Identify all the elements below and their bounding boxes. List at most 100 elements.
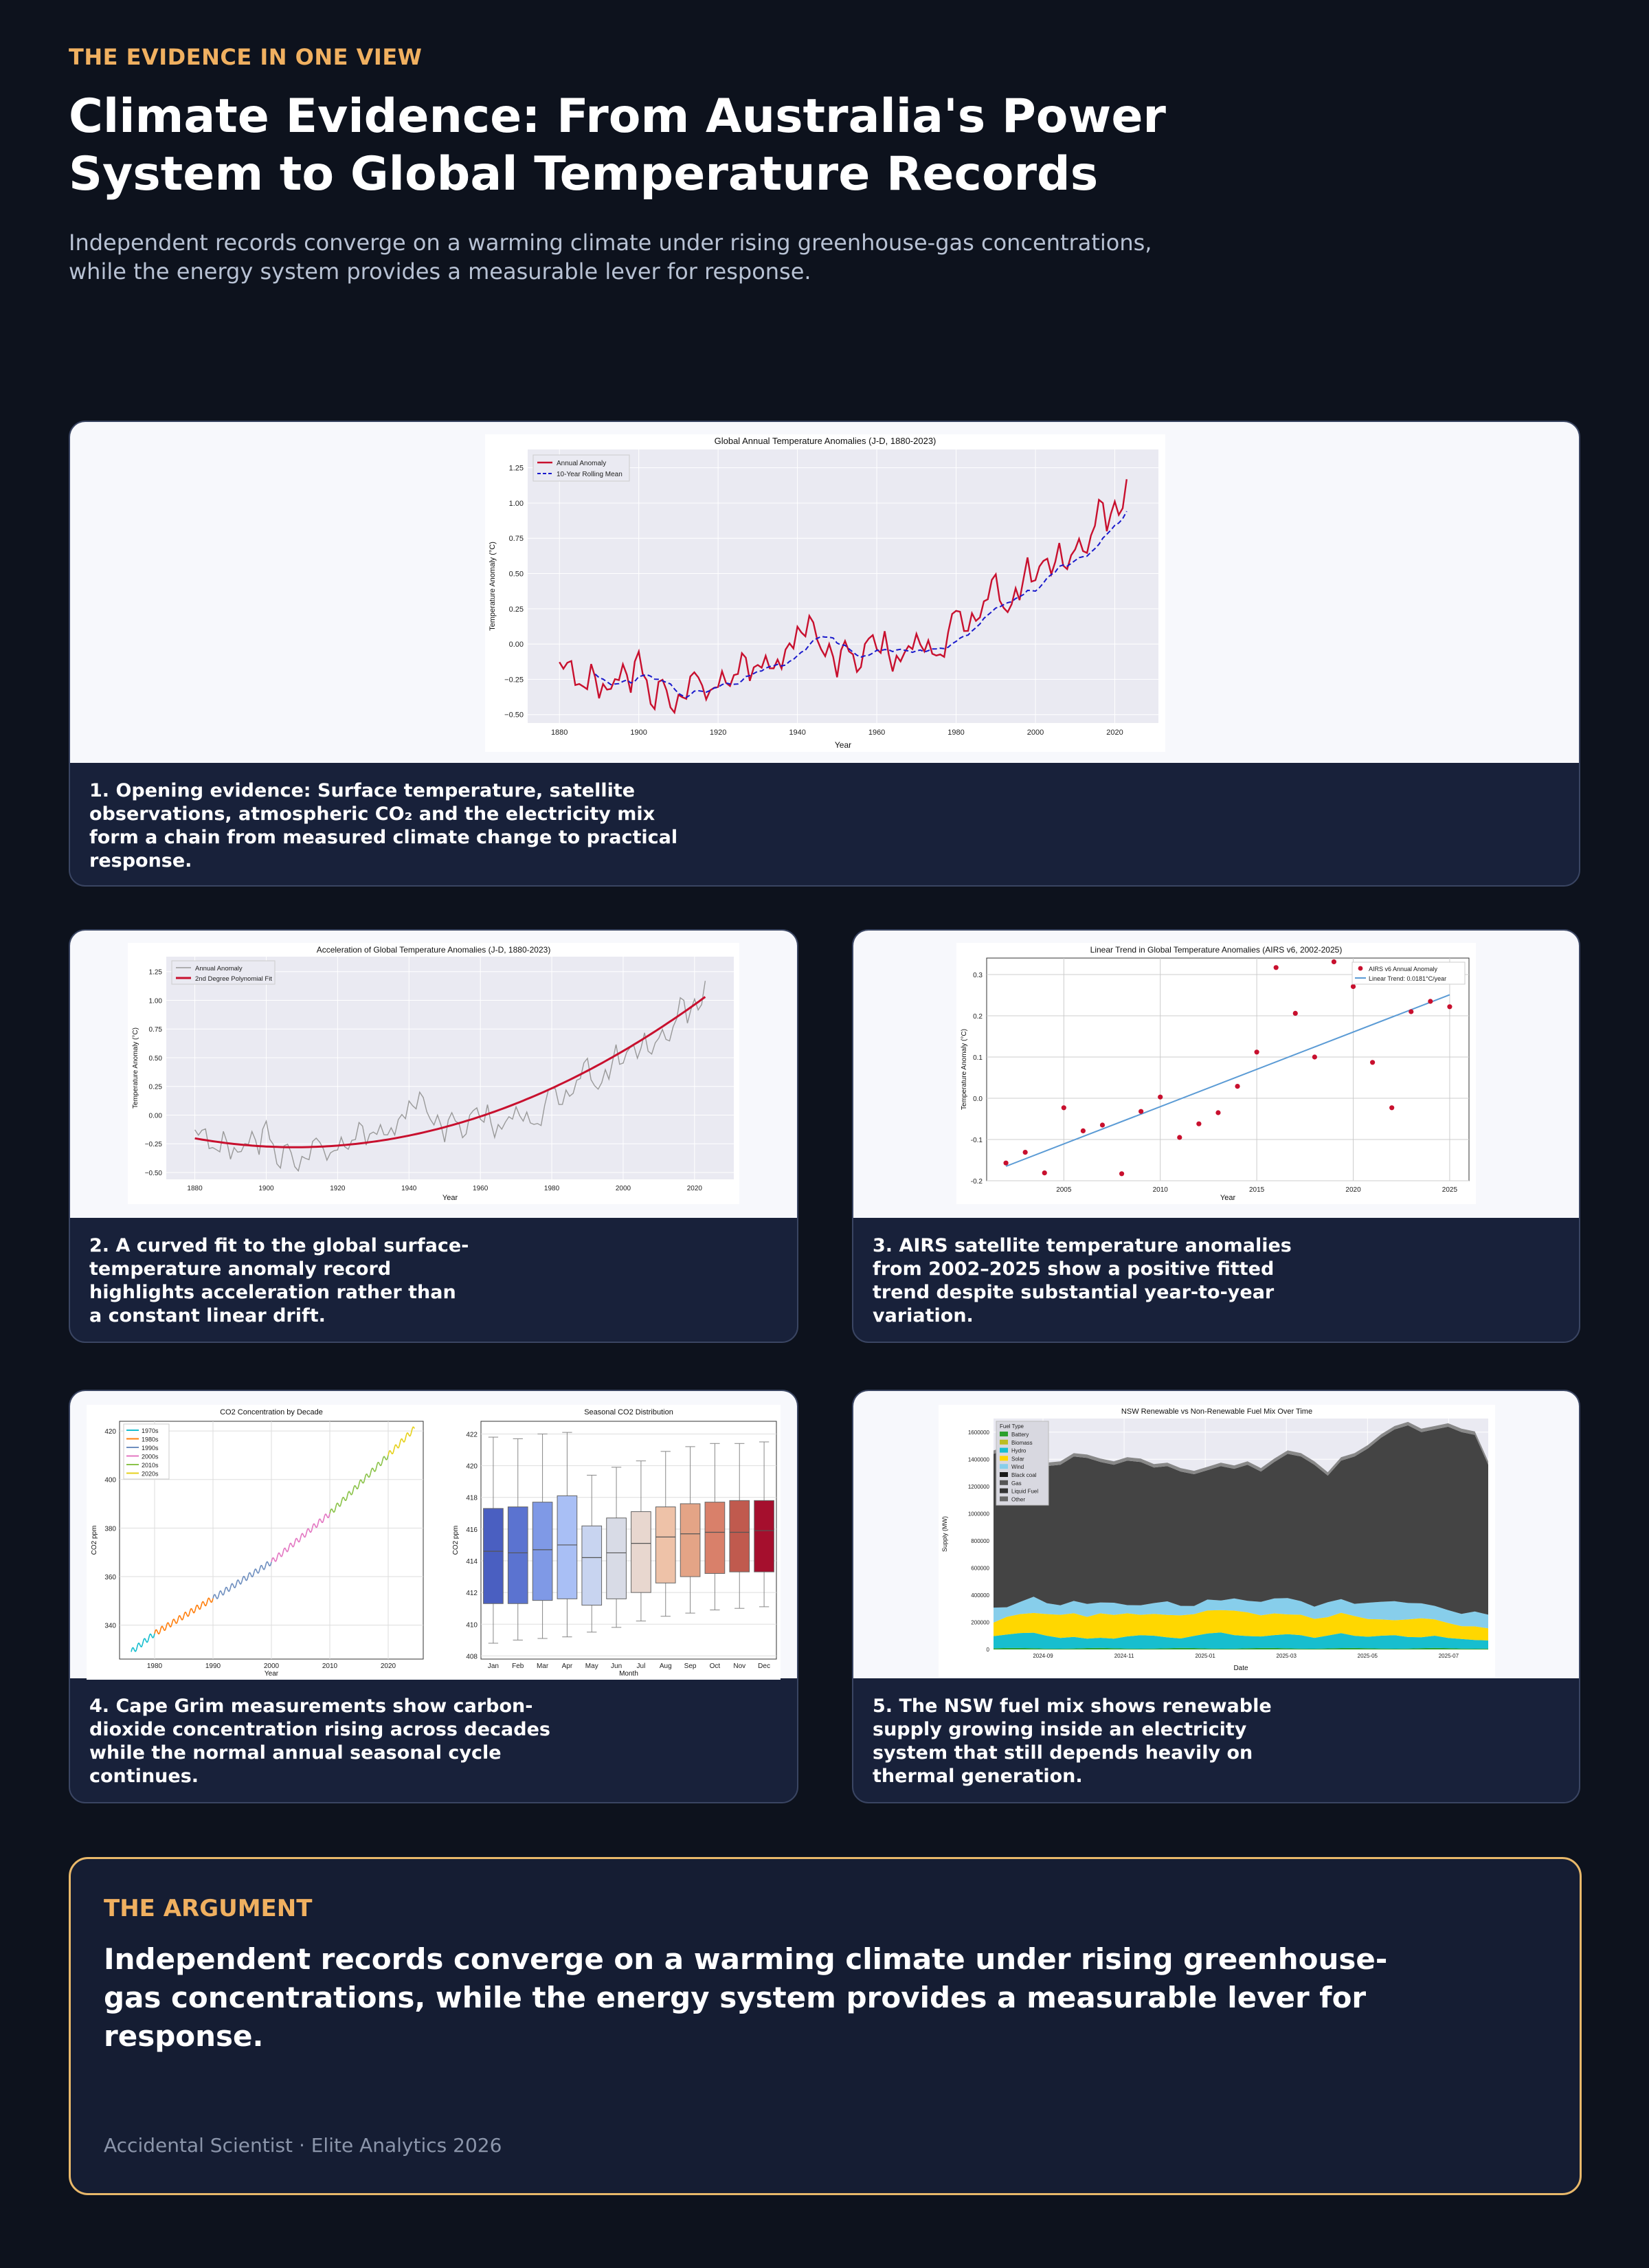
data-point [1215, 1110, 1221, 1115]
chart-title: CO2 Concentration by Decade [220, 1408, 323, 1416]
header-kicker: THE EVIDENCE IN ONE VIEW [69, 44, 423, 70]
data-point [1409, 1009, 1414, 1014]
legend-label: Wind [1011, 1464, 1024, 1470]
x-tick-label: 2020 [1106, 729, 1123, 737]
card-caption-4: 4. Cape Grim measurements show carbon-di… [89, 1696, 550, 1787]
card-caption-3: 3. AIRS satellite temperature anomalies … [873, 1235, 1292, 1326]
y-tick-label: 1200000 [968, 1484, 990, 1490]
x-tick-label: 2025 [1442, 1186, 1458, 1194]
legend-label: 1980s [142, 1436, 159, 1443]
x-tick-label: 1900 [258, 1185, 274, 1192]
y-tick-label: 0.75 [149, 1026, 163, 1034]
x-tick-label: Apr [562, 1663, 573, 1670]
legend-box [532, 454, 630, 482]
y-tick-label: 0.50 [149, 1055, 163, 1063]
legend-label: Annual Anomaly [557, 460, 606, 467]
legend-label: Black coal [1011, 1472, 1037, 1478]
box-Sep [680, 1503, 701, 1577]
decade-line-1980s [154, 1597, 214, 1635]
x-tick-label: 2015 [1249, 1186, 1265, 1194]
y-tick-label: 800000 [971, 1538, 989, 1544]
x-tick-label: 1990 [205, 1663, 221, 1670]
y-tick-label: 0.3 [973, 972, 983, 979]
chart-title: NSW Renewable vs Non-Renewable Fuel Mix … [1121, 1408, 1312, 1416]
card-caption-2: 2. A curved fit to the global surface-te… [89, 1235, 469, 1326]
chart-panel-2: 1880 1900 1920 1940 1960 1980 2000 2020 −0.50 −0.… [70, 931, 797, 1218]
x-tick-label: Aug [660, 1663, 672, 1670]
box-Jun [606, 1517, 627, 1599]
y-tick-label: −0.25 [145, 1141, 163, 1148]
evidence-card-4: 1980 1990 2000 2010 2020 340 360 380 400 420 CO2 C… [69, 1390, 798, 1803]
evidence-card-3: 2005 2010 2015 2020 2025 -0.2 -0.1 0.0 0.1 0.2 0.3… [852, 929, 1580, 1343]
x-tick-label: 2020 [687, 1185, 703, 1192]
legend-title: Fuel Type [1000, 1423, 1024, 1430]
decade-line-1990s [212, 1561, 272, 1599]
legend-label: 1990s [142, 1445, 159, 1452]
legend-swatch [1000, 1488, 1008, 1493]
chart-title: Seasonal CO2 Distribution [584, 1408, 673, 1416]
y-tick-label: 414 [466, 1558, 478, 1566]
y-tick-label: 1.25 [149, 969, 163, 977]
x-tick-label: 2025-01 [1195, 1653, 1215, 1659]
area-solar [994, 1610, 1488, 1641]
data-point [1370, 1060, 1376, 1065]
decade-line-2000s [271, 1513, 330, 1563]
y-tick-label: 0.75 [509, 535, 524, 543]
y-tick-label: 1.25 [509, 465, 524, 473]
y-tick-label: 360 [104, 1574, 116, 1581]
x-tick-label: 2020 [1345, 1186, 1361, 1194]
x-tick-label: 2025-05 [1358, 1653, 1378, 1659]
x-tick-label: Nov [733, 1663, 745, 1670]
airs-trend-chart: 2005 2010 2015 2020 2025 -0.2 -0.1 0.0 0.1 0.2 0.3… [956, 943, 1476, 1204]
legend-label: Annual Anomaly [195, 965, 243, 972]
area-gas [994, 1421, 1488, 1476]
page-title: Climate Evidence: From Australia's Power… [69, 89, 1166, 201]
box-Mar [532, 1502, 553, 1601]
legend-label: Linear Trend: 0.0181°C/year [1369, 975, 1446, 982]
chart-title: Acceleration of Global Temperature Anoma… [317, 945, 551, 955]
data-point [1428, 999, 1433, 1004]
y-tick-label: 410 [466, 1621, 478, 1629]
legend-label: 2020s [142, 1471, 159, 1478]
x-tick-label: 1940 [789, 729, 805, 737]
y-tick-label: 0.2 [973, 1013, 983, 1021]
y-axis-label: Temperature Anomaly (°C) [961, 1029, 968, 1110]
x-tick-label: May [585, 1663, 598, 1670]
y-tick-label: 420 [104, 1428, 116, 1436]
legend-box [123, 1423, 170, 1480]
footer-credit: Accidental Scientist · Elite Analytics 2… [104, 2134, 502, 2157]
box-Jul [631, 1511, 651, 1593]
legend-swatch-points [1358, 966, 1363, 971]
data-point [1447, 1004, 1452, 1010]
x-tick-label: Dec [758, 1663, 770, 1670]
plot-area [986, 957, 1470, 1181]
x-tick-label: 2020 [381, 1663, 396, 1670]
temperature-anomaly-chart: 1880 1900 1920 1940 1960 1980 2000 2020 −0.50 −0.… [485, 434, 1165, 752]
legend-box [1351, 961, 1466, 985]
x-axis-label: Month [619, 1670, 638, 1678]
data-point [1119, 1171, 1125, 1177]
legend-label: 1970s [142, 1427, 159, 1434]
x-tick-label: Sep [684, 1663, 697, 1670]
chart-panel-1: 1880 1900 1920 1940 1960 1980 2000 2020 −0.50 −0.… [70, 422, 1579, 763]
x-tick-label: 2005 [1056, 1186, 1072, 1194]
legend-box [171, 960, 276, 985]
legend-label: 2nd Degree Polynomial Fit [195, 975, 272, 983]
evidence-card-1: 1880 1900 1920 1940 1960 1980 2000 2020 −0.50 −0.… [69, 421, 1580, 887]
data-point [1312, 1054, 1317, 1060]
box-May [581, 1525, 603, 1606]
y-axis-label: CO2 ppm [91, 1526, 98, 1555]
decade-line-2010s [329, 1455, 389, 1514]
y-tick-label: 0.1 [973, 1054, 983, 1062]
y-tick-label: 1000000 [968, 1511, 990, 1517]
legend-label: Battery [1011, 1432, 1029, 1438]
y-axis-label: CO2 ppm [452, 1526, 460, 1555]
box-Oct [704, 1502, 726, 1574]
legend-swatch [1000, 1432, 1008, 1436]
x-tick-label: 2025-07 [1439, 1653, 1459, 1659]
x-tick-label: 2000 [616, 1185, 631, 1192]
data-point [1061, 1105, 1066, 1111]
y-axis-label: Temperature Anomaly (°C) [489, 542, 497, 631]
data-point [1196, 1121, 1202, 1126]
y-tick-label: 1.00 [509, 500, 524, 508]
